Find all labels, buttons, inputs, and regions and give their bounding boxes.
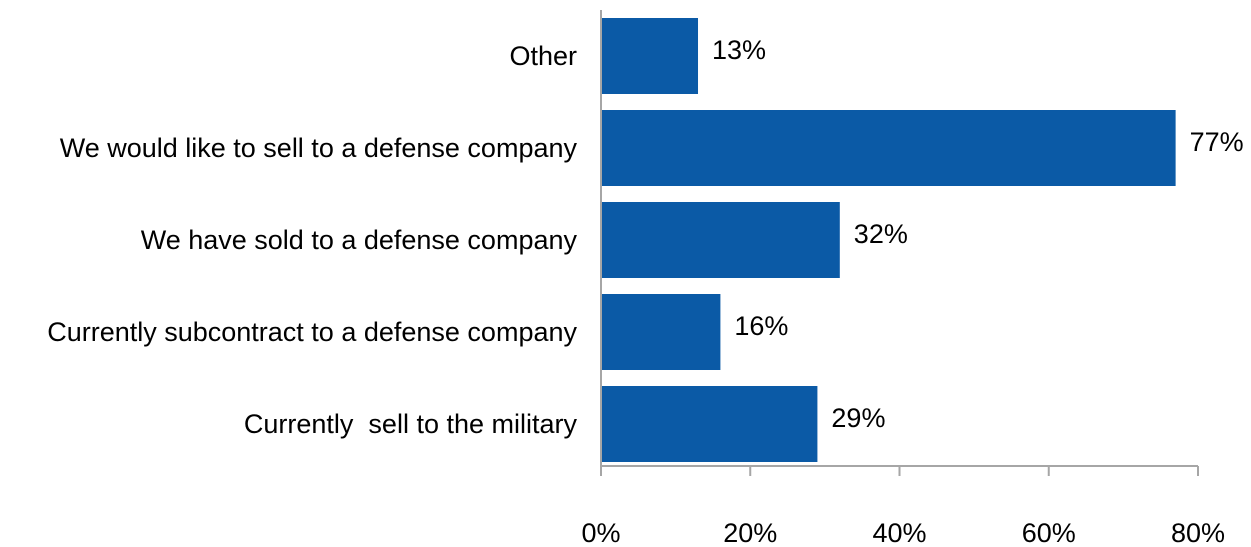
bars-group — [601, 18, 1176, 462]
x-tick-label: 0% — [581, 518, 620, 547]
category-label: We would like to sell to a defense compa… — [60, 133, 578, 163]
category-label: Currently sell to the military — [244, 409, 578, 439]
data-label: 29% — [831, 403, 885, 433]
category-labels-group: Other We would like to sell to a defense … — [47, 41, 577, 439]
bar-4 — [601, 386, 818, 462]
x-tick-label: 80% — [1171, 518, 1225, 547]
bar-0 — [601, 18, 699, 94]
data-label: 32% — [854, 219, 908, 249]
bar-3 — [601, 294, 721, 370]
x-tick-label: 40% — [872, 518, 926, 547]
data-label: 16% — [734, 311, 788, 341]
data-labels-group: 13% 77% 32% 16% 29% — [712, 35, 1244, 433]
category-label: We have sold to a defense company — [141, 225, 578, 255]
x-tick-label: 60% — [1022, 518, 1076, 547]
category-label: Other — [509, 41, 577, 71]
data-label: 77% — [1190, 127, 1244, 157]
bar-1 — [601, 110, 1176, 186]
axes-group: 0% 20% 40% 60% 80% — [581, 10, 1225, 547]
x-tick-label: 20% — [723, 518, 777, 547]
data-label: 13% — [712, 35, 766, 65]
category-label: Currently subcontract to a defense compa… — [47, 317, 577, 347]
bar-2 — [601, 202, 840, 278]
